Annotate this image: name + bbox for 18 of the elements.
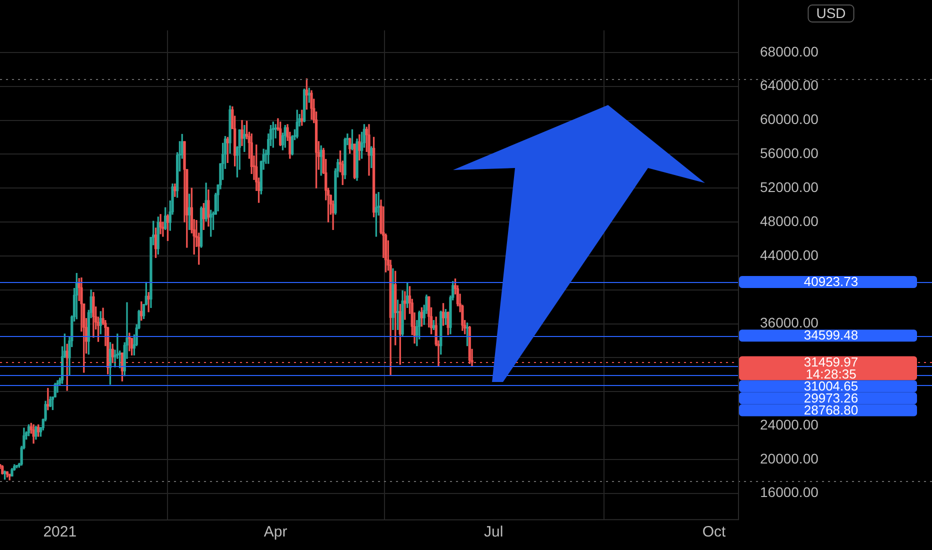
y-axis-title: USD — [816, 4, 846, 21]
y-tick-label: 52000.00 — [760, 178, 819, 195]
y-tick-label: 60000.00 — [760, 111, 819, 128]
y-tick-label: 24000.00 — [760, 416, 819, 432]
x-tick-label: Jul — [484, 524, 504, 541]
y-tick-label: 20000.00 — [760, 450, 819, 466]
y-tick-label: 48000.00 — [760, 212, 819, 229]
x-tick-label: Oct — [702, 524, 727, 541]
y-tick-label: 64000.00 — [760, 77, 819, 94]
y-tick-label: 44000.00 — [760, 246, 819, 263]
candlestick — [320, 145, 322, 176]
candlestick — [46, 388, 50, 410]
y-tick-label: 56000.00 — [760, 145, 819, 162]
x-tick-label: Apr — [264, 524, 288, 541]
y-tick-label: 16000.00 — [760, 484, 819, 500]
y-tick-label: 68000.00 — [760, 43, 819, 60]
x-tick-label: 2021 — [43, 524, 77, 541]
ref-line-label: 40923.73 — [804, 274, 858, 290]
